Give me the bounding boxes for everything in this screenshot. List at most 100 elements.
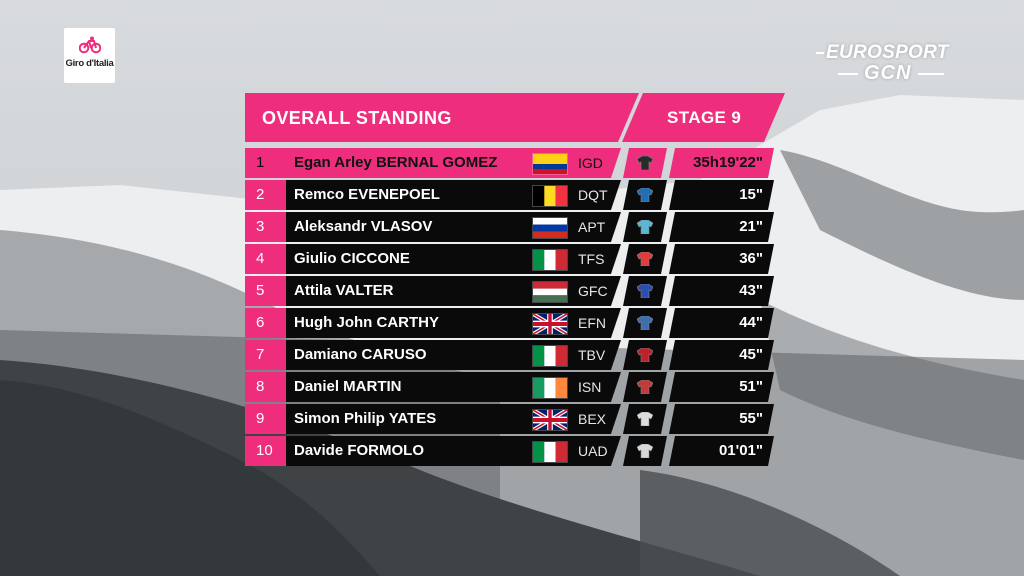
time-gap-cell: 43" — [669, 276, 774, 306]
giro-logo-text: Giro d'Italia — [65, 58, 114, 69]
rider-name: Egan Arley BERNAL GOMEZ — [294, 154, 498, 171]
belgium-flag-icon — [533, 186, 567, 206]
rank-number: 3 — [245, 212, 286, 242]
team-jersey-icon — [637, 284, 653, 298]
italy-flag-icon — [533, 346, 567, 366]
jersey-cell — [623, 212, 667, 242]
bicycle-icon — [79, 36, 101, 54]
jersey-cell — [623, 148, 667, 178]
rider-name: Daniel MARTIN — [294, 378, 402, 395]
rank-number: 1 — [245, 148, 286, 178]
standing-row: 3 Aleksandr VLASOV APT 21" — [245, 212, 785, 242]
team-jersey-icon — [637, 380, 653, 394]
broadcaster-line2: GCN — [864, 62, 912, 84]
team-code: ISN — [578, 379, 602, 395]
russia-flag-icon — [533, 218, 567, 238]
standing-row: 9 Simon Philip YATES BEX 55" — [245, 404, 785, 434]
hungary-flag-icon — [533, 282, 567, 302]
time-gap-cell: 45" — [669, 340, 774, 370]
rider-name: Attila VALTER — [294, 282, 394, 299]
time-gap-cell: 01'01" — [669, 436, 774, 466]
standing-row: 7 Damiano CARUSO TBV 45" — [245, 340, 785, 370]
time-gap-cell: 36" — [669, 244, 774, 274]
rider-name: Remco EVENEPOEL — [294, 186, 440, 203]
team-code: TBV — [578, 347, 606, 363]
rank-number: 2 — [245, 180, 286, 210]
uk-flag-icon — [533, 410, 567, 430]
time-gap-cell: 55" — [669, 404, 774, 434]
team-code: DQT — [578, 187, 608, 203]
standing-row: 8 Daniel MARTIN ISN 51" — [245, 372, 785, 402]
time-gap-cell: 21" — [669, 212, 774, 242]
standing-row: 6 Hugh John CARTHY EFN 44" — [245, 308, 785, 338]
jersey-cell — [623, 180, 667, 210]
team-jersey-icon — [637, 316, 653, 330]
team-code: UAD — [578, 443, 608, 459]
team-jersey-icon — [637, 220, 653, 234]
jersey-cell — [623, 372, 667, 402]
rider-name: Giulio CICCONE — [294, 250, 410, 267]
ireland-flag-icon — [533, 378, 567, 398]
italy-flag-icon — [533, 250, 567, 270]
time-gap: 51" — [739, 378, 763, 395]
rank-number: 9 — [245, 404, 286, 434]
rider-name: Damiano CARUSO — [294, 346, 427, 363]
standings-header: OVERALL STANDING — [245, 93, 639, 142]
team-jersey-icon — [637, 412, 653, 426]
rider-name: Aleksandr VLASOV — [294, 218, 433, 235]
standing-row: 2 Remco EVENEPOEL DQT 15" — [245, 180, 785, 210]
jersey-cell — [623, 404, 667, 434]
jersey-cell — [623, 436, 667, 466]
uk-flag-icon — [533, 314, 567, 334]
jersey-cell — [623, 276, 667, 306]
team-jersey-icon — [637, 444, 653, 458]
jersey-cell — [623, 308, 667, 338]
team-code: BEX — [578, 411, 607, 427]
stage-label: STAGE 9 — [667, 108, 742, 127]
logo-dash — [816, 52, 824, 54]
rider-name: Davide FORMOLO — [294, 442, 425, 459]
giro-logo: Giro d'Italia — [64, 28, 115, 83]
team-code: EFN — [578, 315, 606, 331]
standings-board: OVERALL STANDING STAGE 9 1 Egan Arley BER… — [245, 93, 785, 473]
rank-number: 10 — [245, 436, 286, 466]
team-jersey-icon — [637, 252, 653, 266]
team-code: GFC — [578, 283, 608, 299]
standing-row: 5 Attila VALTER GFC 43" — [245, 276, 785, 306]
time-gap-cell: 44" — [669, 308, 774, 338]
broadcaster-line1: EUROSPORT — [826, 42, 949, 63]
rider-name: Hugh John CARTHY — [294, 314, 439, 331]
time-gap: 35h19'22" — [693, 154, 763, 171]
team-code: IGD — [578, 155, 603, 171]
broadcaster-logo: EUROSPORT GCN — [816, 42, 956, 90]
italy-flag-icon — [533, 442, 567, 462]
time-gap: 45" — [739, 346, 763, 363]
team-jersey-icon — [637, 188, 653, 202]
rank-number: 6 — [245, 308, 286, 338]
rank-number: 8 — [245, 372, 286, 402]
logo-dash — [918, 73, 944, 75]
standing-row: 1 Egan Arley BERNAL GOMEZ IGD 35h19'22" — [245, 148, 785, 178]
time-gap: 43" — [739, 282, 763, 299]
time-gap-cell: 51" — [669, 372, 774, 402]
time-gap: 21" — [739, 218, 763, 235]
standing-row: 4 Giulio CICCONE TFS 36" — [245, 244, 785, 274]
rank-number: 5 — [245, 276, 286, 306]
colombia-flag-icon — [533, 154, 567, 174]
standing-row: 10 Davide FORMOLO UAD 01'01" — [245, 436, 785, 466]
jersey-cell — [623, 244, 667, 274]
team-jersey-icon — [637, 156, 653, 170]
rank-number: 7 — [245, 340, 286, 370]
team-jersey-icon — [637, 348, 653, 362]
time-gap: 15" — [739, 186, 763, 203]
time-gap: 36" — [739, 250, 763, 267]
standings-title: OVERALL STANDING — [262, 108, 452, 128]
jersey-cell — [623, 340, 667, 370]
stage-header: STAGE 9 — [622, 93, 785, 142]
time-gap-cell: 15" — [669, 180, 774, 210]
logo-dash — [838, 73, 858, 75]
team-code: APT — [578, 219, 606, 235]
time-gap: 55" — [739, 410, 763, 427]
time-gap: 44" — [739, 314, 763, 331]
rank-number: 4 — [245, 244, 286, 274]
